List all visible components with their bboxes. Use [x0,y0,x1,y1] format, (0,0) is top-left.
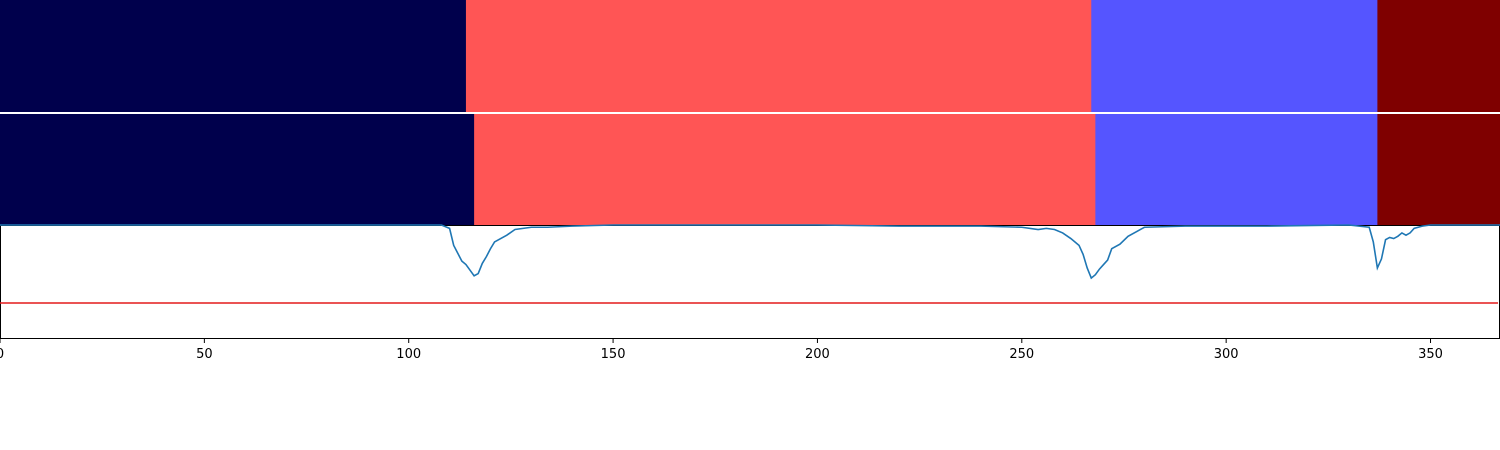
strip2-segment-1 [0,114,475,225]
x-tick-label-350: 350 [1418,347,1443,362]
x-tick-label-100: 100 [396,347,421,362]
strip2-segment-2 [474,114,1096,225]
strip1-segment-3 [1091,0,1378,112]
strip1-segment-1 [0,0,467,112]
strip1-segment-4 [1377,0,1500,112]
segmentation-strip-1 [0,0,1500,112]
strip1-segment-2 [465,0,1092,112]
score-trace-line [0,224,1500,280]
x-tick-label-50: 50 [196,347,213,362]
x-tick-label-0: 0 [0,347,4,362]
x-tick-label-200: 200 [805,347,830,362]
score-trace-frame [0,225,1500,339]
x-tick-label-300: 300 [1214,347,1239,362]
segmentation-strip-2 [0,114,1500,225]
x-tick-label-150: 150 [601,347,626,362]
score-trace-panel [0,224,1500,339]
strip2-segment-4 [1377,114,1500,225]
x-axis: 0 50 100 150 200 250 300 350 [0,338,1443,362]
x-tick-label-250: 250 [1009,347,1034,362]
strip2-segment-3 [1095,114,1378,225]
